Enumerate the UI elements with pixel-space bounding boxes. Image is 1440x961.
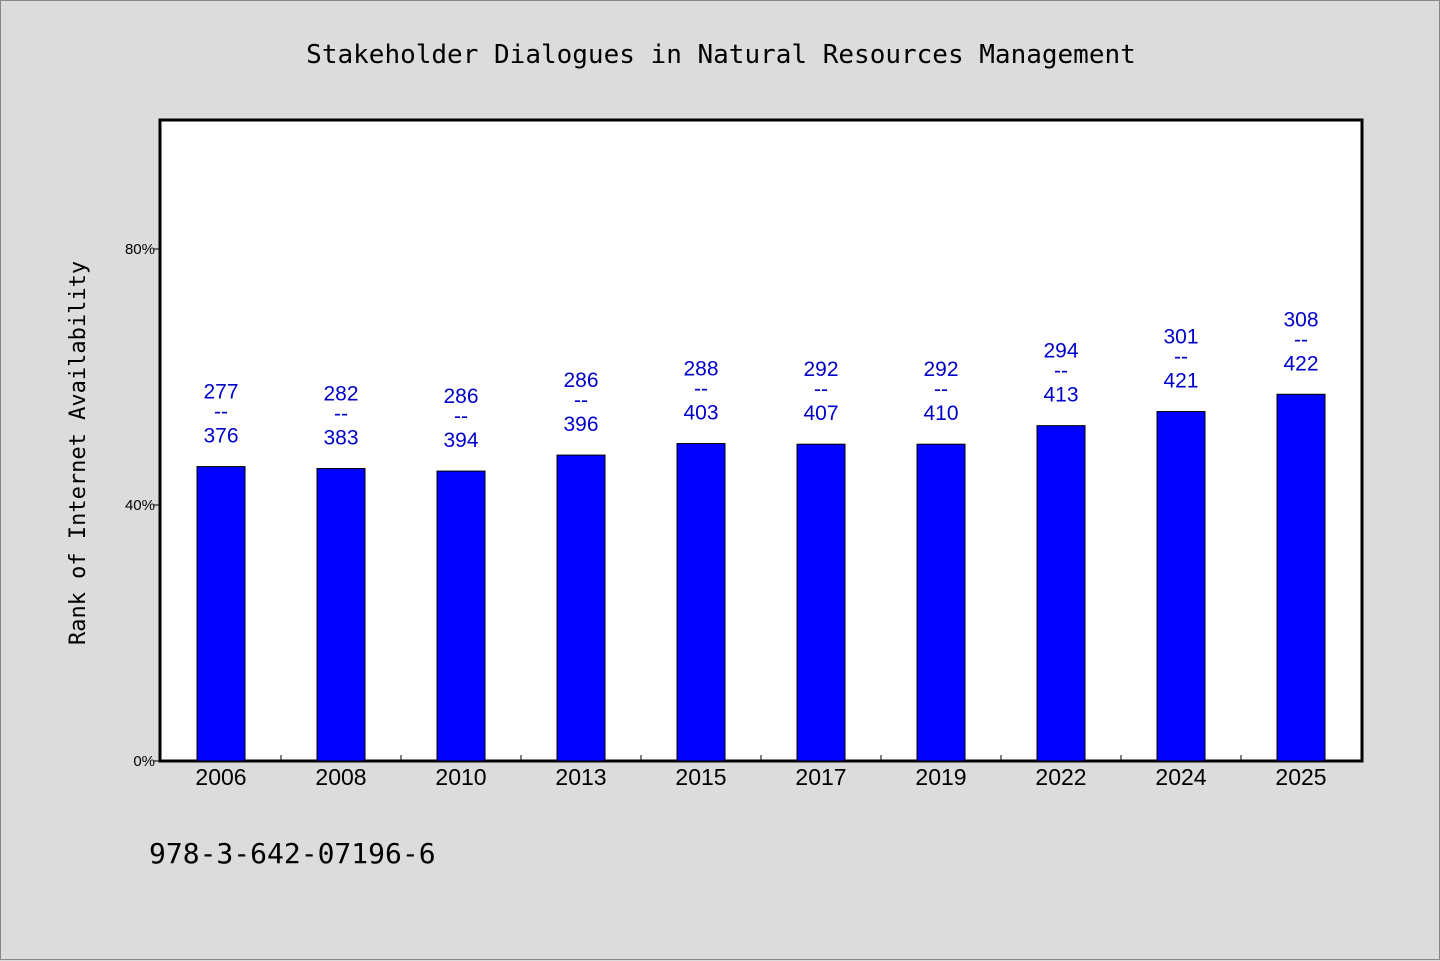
data-label-top: 288 xyxy=(683,358,718,381)
data-label-top: 286 xyxy=(443,385,478,408)
x-tick-label: 2006 xyxy=(195,764,246,790)
data-label-separator: -- xyxy=(574,389,588,412)
x-tick-label: 2024 xyxy=(1155,764,1206,790)
data-label-bottom: 422 xyxy=(1283,352,1318,375)
bar xyxy=(676,443,726,762)
x-tick-label: 2013 xyxy=(555,764,606,790)
data-label-bottom: 421 xyxy=(1163,370,1198,393)
x-tick-label: 2019 xyxy=(915,764,966,790)
x-tick-label: 2017 xyxy=(795,764,846,790)
y-axis-label: Rank of Internet Availability xyxy=(66,261,91,645)
data-label-bottom: 396 xyxy=(563,413,598,436)
data-label-separator: -- xyxy=(814,378,828,401)
data-label-bottom: 403 xyxy=(683,402,718,425)
chart-marks: 0%40%80%2006277--3762008282--3832010286-… xyxy=(125,241,1327,790)
bar xyxy=(796,443,846,762)
data-label-top: 292 xyxy=(803,358,838,381)
data-label-separator: -- xyxy=(1054,360,1068,383)
x-tick-label: 2008 xyxy=(315,764,366,790)
y-tick-label: 40% xyxy=(125,497,155,514)
data-label-top: 277 xyxy=(203,381,238,404)
data-label-separator: -- xyxy=(934,378,948,401)
data-label-top: 301 xyxy=(1163,326,1198,349)
bar xyxy=(1156,411,1206,762)
x-tick-label: 2022 xyxy=(1035,764,1086,790)
data-label-separator: -- xyxy=(1174,346,1188,369)
y-tick-label: 80% xyxy=(125,241,155,258)
bar xyxy=(916,443,966,762)
x-tick-label: 2015 xyxy=(675,764,726,790)
data-label-bottom: 407 xyxy=(803,402,838,425)
bar xyxy=(196,466,246,762)
bar xyxy=(316,468,366,762)
data-label-separator: -- xyxy=(454,405,468,428)
isbn-text: 978-3-642-07196-6 xyxy=(149,837,436,870)
y-tick-label: 0% xyxy=(133,753,155,770)
data-label-bottom: 383 xyxy=(323,427,358,450)
data-label-top: 308 xyxy=(1283,308,1318,331)
data-label-bottom: 394 xyxy=(443,429,478,452)
chart-title: Stakeholder Dialogues in Natural Resourc… xyxy=(306,40,1136,70)
bar xyxy=(436,470,486,762)
data-label-bottom: 413 xyxy=(1043,384,1078,407)
data-label-separator: -- xyxy=(1294,328,1308,351)
data-label-bottom: 376 xyxy=(203,425,238,448)
data-label-separator: -- xyxy=(694,378,708,401)
bar xyxy=(1036,425,1086,762)
data-label-top: 282 xyxy=(323,383,358,406)
data-label-bottom: 410 xyxy=(923,402,958,425)
x-tick-label: 2010 xyxy=(435,764,486,790)
bar xyxy=(1276,393,1326,762)
data-label-separator: -- xyxy=(334,403,348,426)
bar xyxy=(556,454,606,762)
data-label-top: 294 xyxy=(1043,340,1078,363)
data-label-top: 292 xyxy=(923,358,958,381)
data-label-top: 286 xyxy=(563,369,598,392)
x-tick-label: 2025 xyxy=(1275,764,1326,790)
data-label-separator: -- xyxy=(214,401,228,424)
